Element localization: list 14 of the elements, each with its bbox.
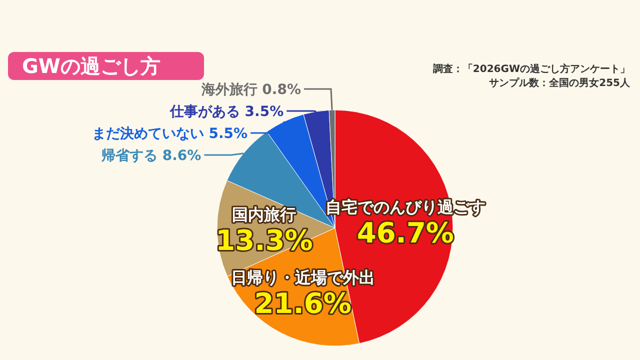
text: 調査：「2026GWの過ごし方アンケート」: [432, 63, 630, 75]
data-label: 5.5%: [208, 126, 248, 142]
slice-label: 海外旅行: [200, 82, 262, 98]
slice-label: 帰省する: [100, 148, 162, 164]
slice-label: 国内旅行: [232, 205, 296, 224]
data-label: 13.3%: [216, 224, 313, 258]
data-label: 8.6%: [162, 148, 202, 164]
data-label: 21.6%: [254, 287, 352, 320]
chart-title: GWの過ごし方: [22, 54, 160, 78]
data-label: 3.5%: [244, 104, 284, 120]
data-label: 0.8%: [262, 82, 301, 98]
slice-label: 仕事がある: [168, 104, 245, 120]
slice-label: まだ決めていない: [92, 126, 209, 142]
text: サンプル数：全国の男女255人: [489, 77, 631, 89]
